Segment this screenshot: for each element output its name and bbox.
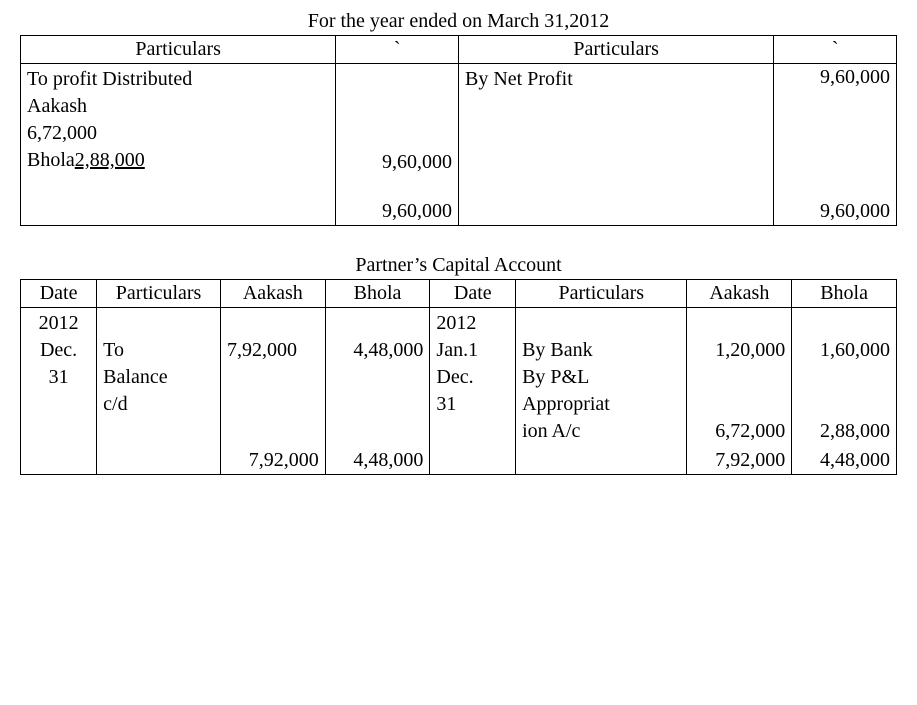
t2-r-date-b <box>430 447 516 475</box>
t2-l-date-b <box>21 447 97 475</box>
t1-head-right: Particulars <box>458 36 773 64</box>
t2-r-bho-tot: 4,48,000 <box>792 447 897 475</box>
t2-h-aak1: Aakash <box>220 280 325 308</box>
t2-h-date2: Date <box>430 280 516 308</box>
t2-r-part-b <box>516 447 687 475</box>
t2-h-bho1: Bhola <box>325 280 430 308</box>
t2-l-bho-tot: 4,48,000 <box>325 447 430 475</box>
t1-r1: By Net Profit <box>465 66 767 93</box>
capital-account-table: Date Particulars Aakash Bhola Date Parti… <box>20 279 897 475</box>
t2-l-aak-tot: 7,92,000 <box>220 447 325 475</box>
t1-right-particulars: By Net Profit <box>458 64 773 177</box>
t2-h-aak2: Aakash <box>687 280 792 308</box>
t1-l3: 6,72,000 <box>27 120 329 147</box>
t1-right-total: 9,60,000 <box>774 176 897 226</box>
t1-right-amount: 9,60,000 <box>774 64 897 177</box>
t1-left-particulars: To profit Distributed Aakash 6,72,000 Bh… <box>21 64 336 177</box>
t1-right-blank <box>458 176 773 226</box>
t2-l-part-b <box>97 447 221 475</box>
t1-l2: Aakash <box>27 93 329 120</box>
t1-l4a: Bhola <box>27 149 75 171</box>
t1-left-amt-cell: 9,60,000 <box>336 64 459 177</box>
t2-l-date: 2012 Dec. 31 <box>21 308 97 448</box>
profit-loss-table: Particulars ` Particulars ` To profit Di… <box>20 35 897 226</box>
t2-h-part2: Particulars <box>516 280 687 308</box>
t1-l1: To profit Distributed <box>27 66 329 93</box>
t2-h-date1: Date <box>21 280 97 308</box>
t2-r-bho: 1,60,000 2,88,000 <box>792 308 897 448</box>
t2-r-aak-tot: 7,92,000 <box>687 447 792 475</box>
t1-left-blank <box>21 176 336 226</box>
table2-title: Partner’s Capital Account <box>20 254 897 277</box>
t2-r-part: By Bank By P&L Appropriat ion A/c <box>516 308 687 448</box>
t1-l4b: 2,88,000 <box>75 149 145 171</box>
t2-h-part1: Particulars <box>97 280 221 308</box>
t2-h-bho2: Bhola <box>792 280 897 308</box>
t1-head-rightamt: ` <box>774 36 897 64</box>
t2-l-aak: 7,92,000 <box>220 308 325 448</box>
t2-r-aak: 1,20,000 6,72,000 <box>687 308 792 448</box>
t1-head-left: Particulars <box>21 36 336 64</box>
t2-l-part: To Balance c/d <box>97 308 221 448</box>
t1-head-leftamt: ` <box>336 36 459 64</box>
t2-r-date: 2012 Jan.1 Dec. 31 <box>430 308 516 448</box>
t2-l-bho: 4,48,000 <box>325 308 430 448</box>
table1-title: For the year ended on March 31,2012 <box>20 10 897 33</box>
t1-left-total: 9,60,000 <box>336 176 459 226</box>
t1-l4: Bhola2,88,000 <box>27 147 329 174</box>
t1-left-amount: 9,60,000 <box>342 151 452 174</box>
